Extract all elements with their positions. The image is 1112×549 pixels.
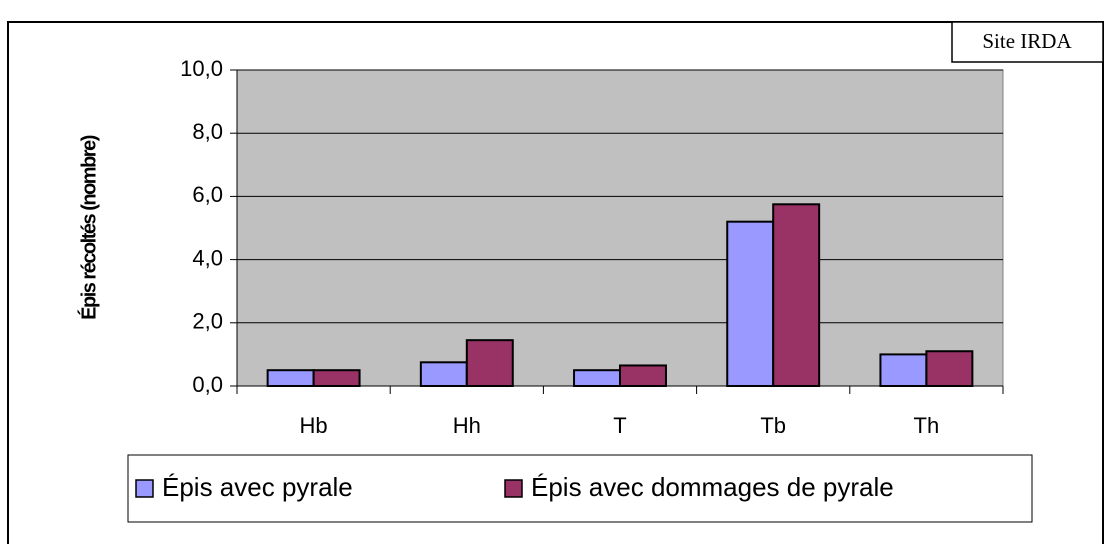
x-tick-label: Th xyxy=(914,413,940,438)
bar xyxy=(419,361,468,387)
y-tick-label: 2,0 xyxy=(192,309,223,334)
legend-box xyxy=(127,454,1033,523)
bar xyxy=(726,220,775,387)
x-tick-label: Hh xyxy=(453,413,481,438)
annotation: Site IRDA xyxy=(982,29,1072,53)
bar xyxy=(925,350,974,387)
bar xyxy=(772,203,821,387)
x-tick-label: Tb xyxy=(760,413,786,438)
y-tick-label: 4,0 xyxy=(192,245,223,270)
bar xyxy=(312,369,361,388)
x-tick-label: T xyxy=(613,413,626,438)
plot-area xyxy=(236,69,1004,387)
bar xyxy=(879,353,928,387)
y-tick-label: 0,0 xyxy=(192,372,223,397)
chart-border xyxy=(7,21,1104,549)
bar xyxy=(573,369,621,388)
y-tick-label: 8,0 xyxy=(192,119,223,144)
x-tick-label: Hb xyxy=(300,413,328,438)
legend-swatch xyxy=(504,479,523,498)
y-tick-label: 6,0 xyxy=(192,182,223,207)
y-axis-label: Épis récoltés (nombre) xyxy=(77,135,100,320)
legend-label: Épis avec dommages de pyrale xyxy=(531,472,894,502)
legend-swatch xyxy=(135,479,154,498)
legend-label: Épis avec pyrale xyxy=(162,472,353,502)
bar xyxy=(266,369,315,388)
bar xyxy=(465,339,514,387)
bar xyxy=(619,364,667,387)
annotation-box xyxy=(951,21,1104,63)
y-tick-label: 10,0 xyxy=(180,56,223,81)
